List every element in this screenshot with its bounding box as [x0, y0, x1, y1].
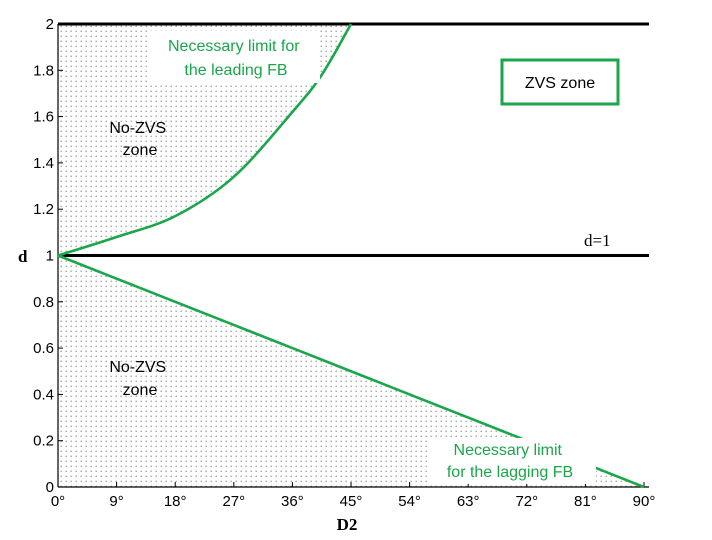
x-tick-label: 36° — [281, 493, 304, 510]
zvs-zone-box — [500, 58, 620, 106]
x-axis-title: D2 — [337, 515, 358, 534]
y-tick-label: 0.6 — [33, 340, 54, 357]
leading-limit-label: Necessary limit for the leading FB — [168, 38, 304, 79]
x-tick-label: 90° — [633, 493, 656, 510]
y-tick-label: 0.2 — [33, 433, 54, 450]
y-tick-label: 0 — [46, 479, 54, 496]
y-tick-label: 2 — [46, 16, 54, 33]
x-tick-label: 18° — [164, 493, 187, 510]
no-zvs-upper-label: No-ZVS zone — [109, 120, 170, 159]
y-tick-label: 1.4 — [33, 155, 54, 172]
x-tick-label: 45° — [340, 493, 363, 510]
x-tick-label: 63° — [457, 493, 480, 510]
leading-label-bg — [150, 31, 320, 83]
y-tick-label: 0.4 — [33, 386, 54, 403]
x-tick-label: 72° — [515, 493, 538, 510]
axis-ticks: 0° 9° 18° 27° 36° 45° 54° 63° 72° 81° 90° 0 0.2 0.4 0.… — [33, 16, 655, 510]
x-tick-label: 27° — [222, 493, 245, 510]
x-tick-label: 0° — [51, 493, 65, 510]
y-tick-label: 1 — [46, 248, 54, 265]
no-zvs-lower-label: No-ZVS zone — [109, 359, 170, 399]
y-axis-title: d — [18, 247, 28, 266]
x-tick-label: 81° — [574, 493, 597, 510]
y-tick-label: 1.8 — [33, 62, 54, 79]
x-tick-label: 54° — [398, 493, 421, 510]
x-tick-label: 9° — [109, 493, 123, 510]
zvs-zone-label: ZVS zone — [525, 75, 595, 92]
y-tick-label: 1.2 — [33, 201, 54, 218]
y-tick-label: 1.6 — [33, 109, 54, 126]
lagging-label-bg — [428, 438, 596, 484]
d1-label: d=1 — [584, 231, 611, 250]
series-line-leading-limit — [57, 23, 353, 257]
y-tick-label: 0.8 — [33, 294, 54, 311]
lagging-limit-label: Necessary limit for the lagging FB — [447, 442, 573, 481]
